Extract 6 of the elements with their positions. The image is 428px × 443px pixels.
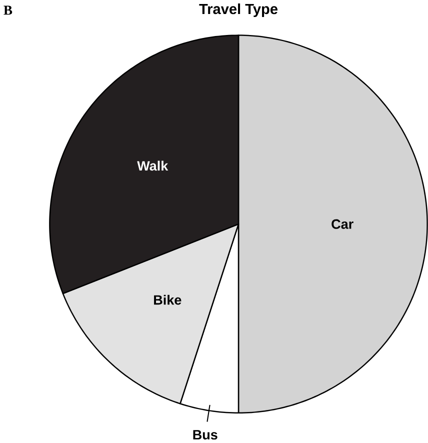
slice-label: Bus — [193, 430, 218, 440]
chart-title: Travel Type — [199, 3, 278, 18]
text: B — [4, 6, 12, 15]
slice-label: Walk — [137, 160, 168, 171]
slice-label: Car — [332, 219, 354, 229]
slice-label: Bike — [154, 294, 182, 305]
